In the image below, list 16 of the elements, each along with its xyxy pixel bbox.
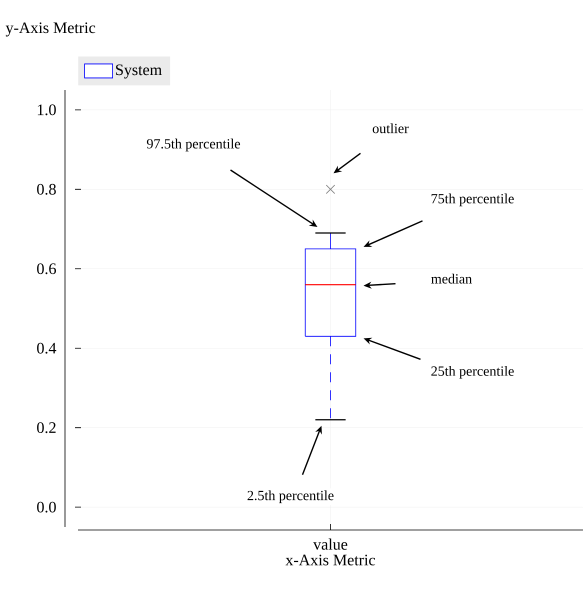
y-tick-label: 0.0 [36,502,56,513]
y-tick-label: 0.8 [36,184,56,195]
annotation: 2.5th percentile [247,490,334,504]
annotation: 25th percentile [431,366,514,379]
annotation: 75th percentile [431,194,514,206]
annotation: 97.5th percentile [146,138,240,152]
y-tick-label: 0.4 [36,342,56,354]
x-axis-title: x-Axis Metric [285,554,375,566]
x-tick-label: value [312,538,348,550]
y-axis-title: y-Axis Metric [6,22,96,36]
annotation: outlier [372,123,408,134]
y-tick-label: 1.0 [38,104,56,116]
y-tick-label: 0.6 [36,263,56,274]
y-tick-label: 0.2 [36,422,56,434]
legend-label: System [116,64,162,78]
annotation: median [431,274,472,284]
